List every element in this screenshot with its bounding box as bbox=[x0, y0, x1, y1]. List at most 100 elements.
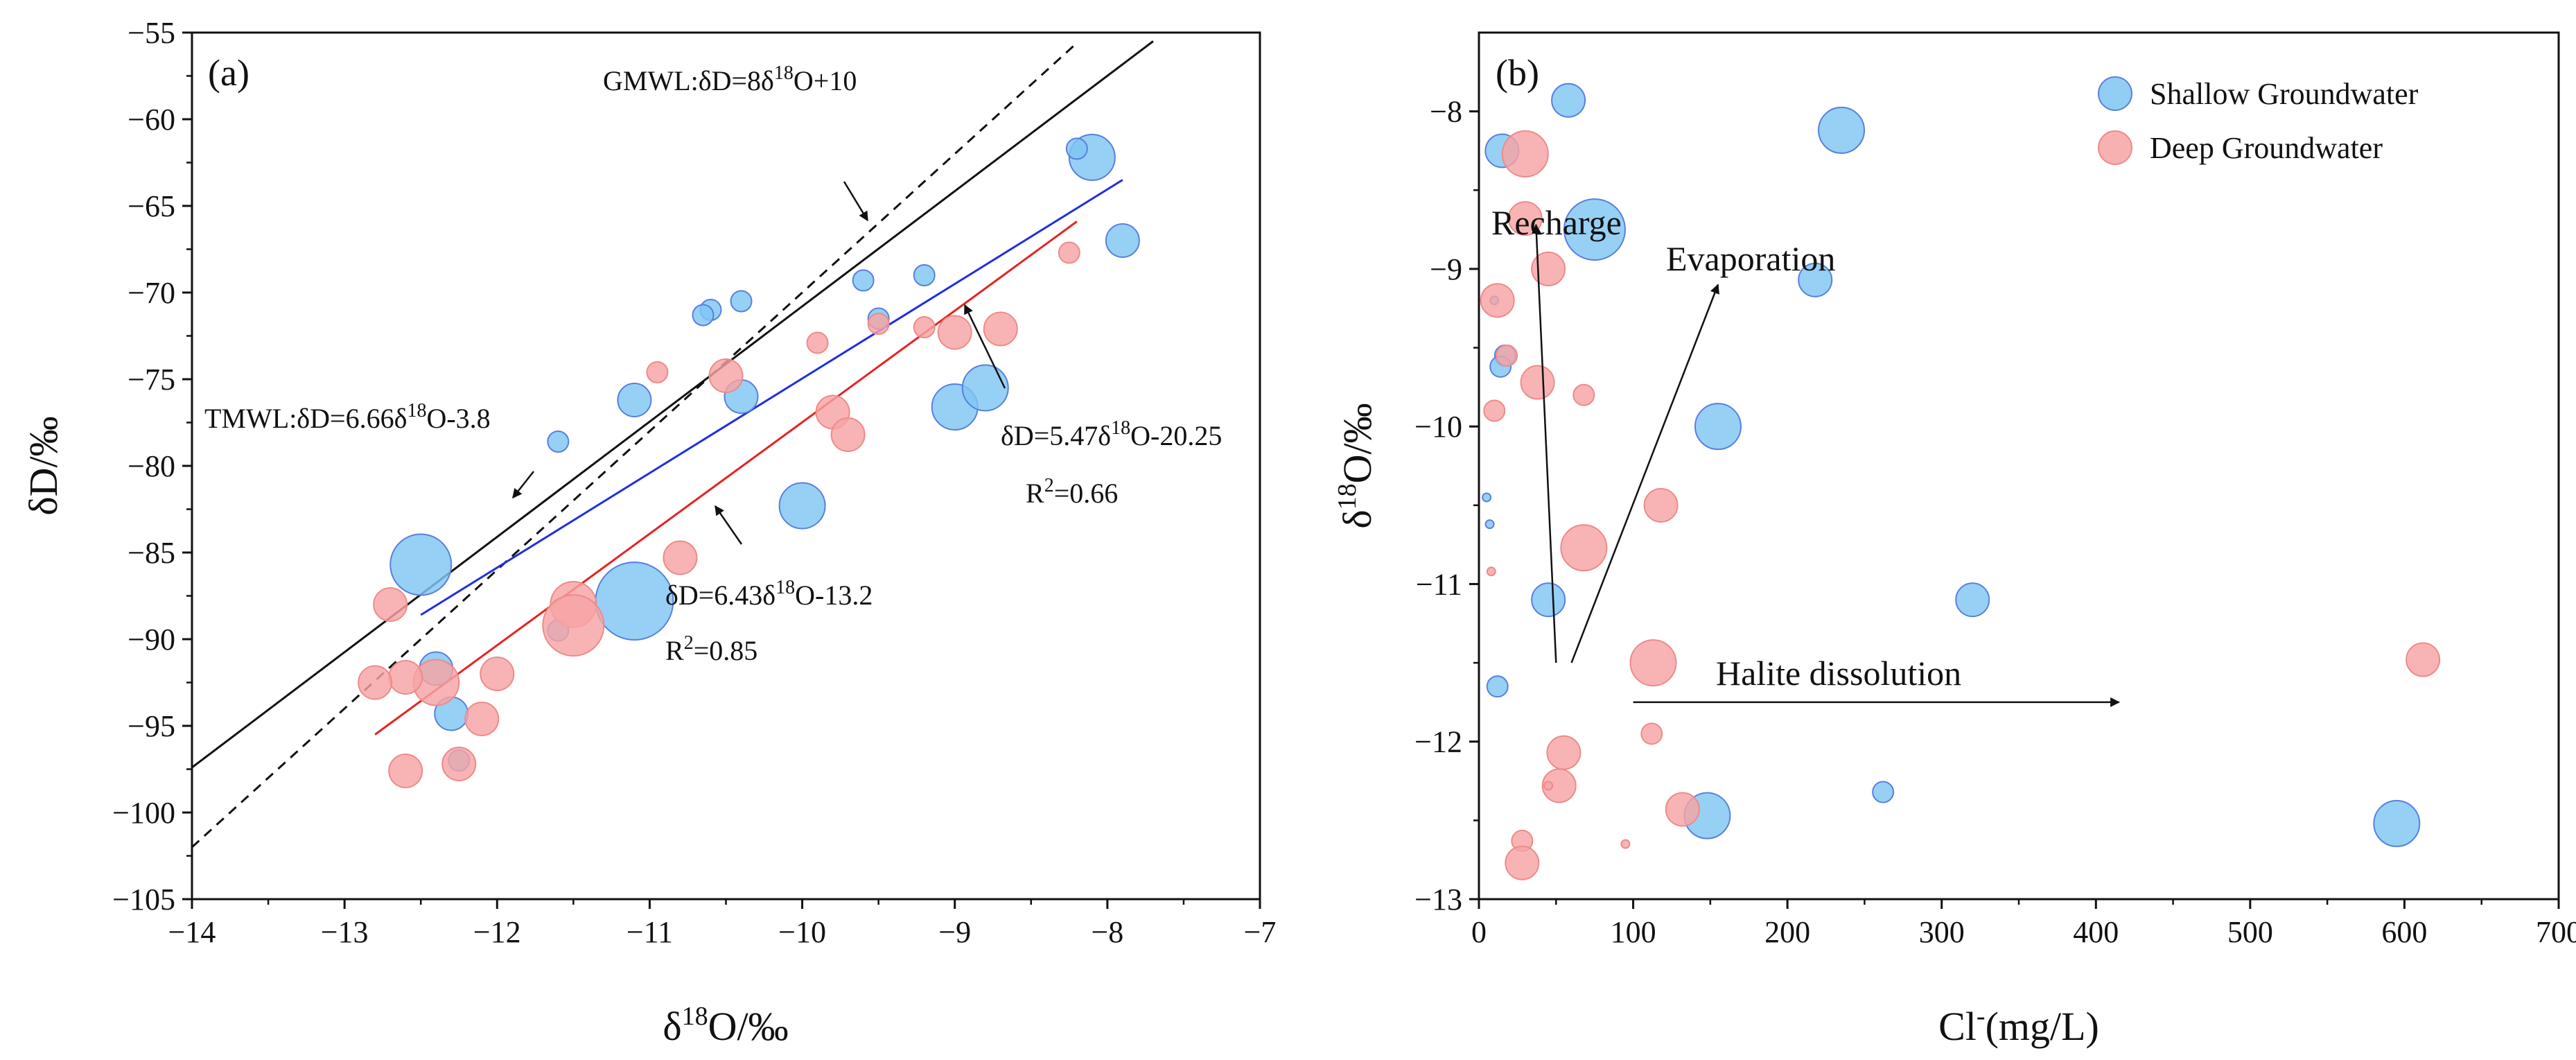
panel-b-point-deep bbox=[1546, 735, 1581, 770]
panel-b-x-tick-label: 200 bbox=[1764, 915, 1810, 949]
panel-a-y-tick-label: −65 bbox=[128, 189, 175, 223]
panel-a-x-title: δ18O/‰ bbox=[663, 1002, 788, 1049]
deep-fit-r2: R2=0.85 bbox=[665, 632, 757, 666]
legend-label-deep: Deep Groundwater bbox=[2150, 131, 2383, 165]
panel-b-y-tick-label: −13 bbox=[1414, 883, 1462, 916]
panel-b-point-shallow bbox=[1798, 262, 1833, 297]
panel-b-point-shallow bbox=[1551, 82, 1586, 118]
legend: Shallow Groundwater Deep Groundwater bbox=[2098, 76, 2419, 165]
panel-a-point-shallow bbox=[617, 383, 652, 417]
legend-label-shallow: Shallow Groundwater bbox=[2150, 77, 2419, 111]
panel-b-x-tick-label: 700 bbox=[2536, 915, 2576, 949]
panel-a-point-shallow bbox=[913, 264, 936, 286]
panel-b-point-deep bbox=[1501, 130, 1549, 177]
deep-eq-arrow bbox=[714, 505, 743, 545]
panel-b-point-deep bbox=[1480, 283, 1515, 318]
panel-b-point-deep bbox=[1572, 383, 1595, 406]
panel-b-y-tick-label: −8 bbox=[1430, 95, 1462, 129]
evaporation-arrow bbox=[1570, 284, 1719, 663]
panel-b: 0 100 200 300 400 500 600 700 −13 −12 −11 −10 −9 −8 (… bbox=[1333, 31, 2576, 1049]
panel-b-point-deep bbox=[1505, 845, 1540, 880]
panel-a-y-title: δD/‰ bbox=[21, 416, 66, 515]
panel-b-point-deep bbox=[1643, 487, 1679, 523]
panel-a-x-tick-label: −7 bbox=[1244, 915, 1277, 949]
panel-a-x-tick-label: −12 bbox=[473, 915, 521, 949]
shallow-fit-equation: δD=5.47δ18O-20.25 bbox=[1001, 417, 1222, 451]
panel-b-point-shallow bbox=[1486, 675, 1509, 698]
panel-b-point-shallow bbox=[1531, 582, 1566, 618]
panel-a-point-shallow bbox=[852, 269, 875, 292]
panel-a-x-tick-label: −14 bbox=[168, 915, 216, 949]
panel-b-point-deep bbox=[1486, 566, 1496, 577]
panel-b-point-shallow bbox=[1955, 582, 1990, 618]
panel-b-y-tick-label: −12 bbox=[1414, 725, 1462, 759]
panel-a-point-deep bbox=[480, 657, 515, 691]
panel-b-point-shallow bbox=[2373, 799, 2421, 847]
panel-b-x-title: Cl-(mg/L) bbox=[1938, 1002, 2099, 1049]
tmwl-arrow bbox=[512, 471, 534, 499]
panel-a-y-tick-label: −100 bbox=[112, 796, 175, 830]
panel-b-point-shallow bbox=[1694, 403, 1742, 451]
panel-a-x-tick-label: −10 bbox=[778, 915, 826, 949]
panel-a-point-deep bbox=[388, 660, 423, 695]
panel-a-point-shallow bbox=[547, 431, 570, 453]
panel-b-point-deep bbox=[1520, 365, 1555, 400]
panel-b-frame bbox=[1478, 31, 2560, 901]
halite-dissolution-label: Halite dissolution bbox=[1716, 654, 1961, 693]
tmwl-equation: TMWL:δD=6.66δ18O-3.8 bbox=[204, 400, 491, 434]
panel-b-axes: 0 100 200 300 400 500 600 700 −13 −12 −11 −10 −9 −8 bbox=[1414, 95, 2576, 949]
panel-a-point-deep bbox=[867, 313, 890, 335]
panel-b-x-tick-label: 300 bbox=[1919, 915, 1965, 949]
panel-a-y-tick-label: −55 bbox=[128, 16, 175, 50]
panel-b-process-arrows bbox=[1531, 223, 2121, 707]
panel-a-point-deep bbox=[388, 754, 423, 788]
panel-a-point-shallow bbox=[961, 364, 1009, 412]
panel-a-y-tick-label: −90 bbox=[128, 623, 175, 657]
panel-b-point-deep bbox=[1620, 839, 1631, 849]
panel-a-y-tick-label: −80 bbox=[128, 449, 175, 483]
panel-b-point-deep bbox=[1543, 781, 1554, 791]
panel-a-point-shallow bbox=[595, 562, 674, 641]
panel-a-point-shallow bbox=[778, 482, 826, 530]
panel-a-point-deep bbox=[358, 665, 393, 700]
panel-b-x-tick-label: 500 bbox=[2227, 915, 2273, 949]
panel-a-x-tick-label: −11 bbox=[627, 915, 673, 949]
panel-a-axes: −14 −13 −12 −11 −10 −9 −8 −7 −105 −100 −95 −90 −85 −8… bbox=[112, 16, 1276, 949]
panel-b-point-deep bbox=[1629, 639, 1677, 687]
panel-b-x-tick-label: 400 bbox=[2073, 915, 2119, 949]
panel-a-point-shallow bbox=[692, 304, 715, 327]
recharge-arrow bbox=[1531, 223, 1557, 663]
panel-b-point-deep bbox=[1640, 722, 1663, 745]
panel-a-point-deep bbox=[464, 702, 500, 736]
panel-a-point-deep bbox=[937, 315, 972, 350]
line-shallow-fit bbox=[420, 179, 1123, 616]
gmwl-arrow bbox=[843, 181, 869, 222]
panel-b-x-tick-label: 600 bbox=[2381, 915, 2427, 949]
panel-a-label: (a) bbox=[208, 52, 249, 94]
panel-a-y-tick-label: −105 bbox=[112, 883, 175, 916]
panel-b-point-deep bbox=[1560, 524, 1608, 572]
legend-swatch-deep bbox=[2098, 130, 2132, 165]
panel-a-point-deep bbox=[542, 594, 605, 657]
panel-a-point-shallow bbox=[389, 533, 453, 596]
panel-a-fit-lines bbox=[192, 40, 1154, 849]
panel-b-point-deep bbox=[1496, 344, 1518, 367]
panel-a-point-deep bbox=[441, 747, 477, 781]
panel-b-point-deep bbox=[1665, 792, 1700, 827]
shallow-eq-arrow bbox=[963, 304, 1006, 389]
panel-b-y-tick-label: −9 bbox=[1430, 252, 1462, 286]
panel-a: −14 −13 −12 −11 −10 −9 −8 −7 −105 −100 −95 −90 −85 −8… bbox=[21, 16, 1276, 1049]
panel-b-x-tick-label: 100 bbox=[1611, 915, 1656, 949]
panel-a-point-deep bbox=[646, 361, 669, 383]
panel-a-y-tick-label: −60 bbox=[128, 103, 175, 137]
panel-b-point-deep bbox=[1483, 399, 1506, 422]
gmwl-equation: GMWL:δD=8δ18O+10 bbox=[603, 62, 857, 96]
line-gmwl bbox=[192, 42, 1078, 849]
panel-a-y-tick-label: −75 bbox=[128, 363, 175, 397]
panel-b-point-deep bbox=[2406, 642, 2441, 677]
panel-a-y-tick-label: −85 bbox=[128, 536, 175, 570]
line-tmwl bbox=[192, 40, 1154, 769]
panel-a-x-tick-label: −13 bbox=[321, 915, 369, 949]
panel-a-point-shallow bbox=[730, 290, 753, 313]
